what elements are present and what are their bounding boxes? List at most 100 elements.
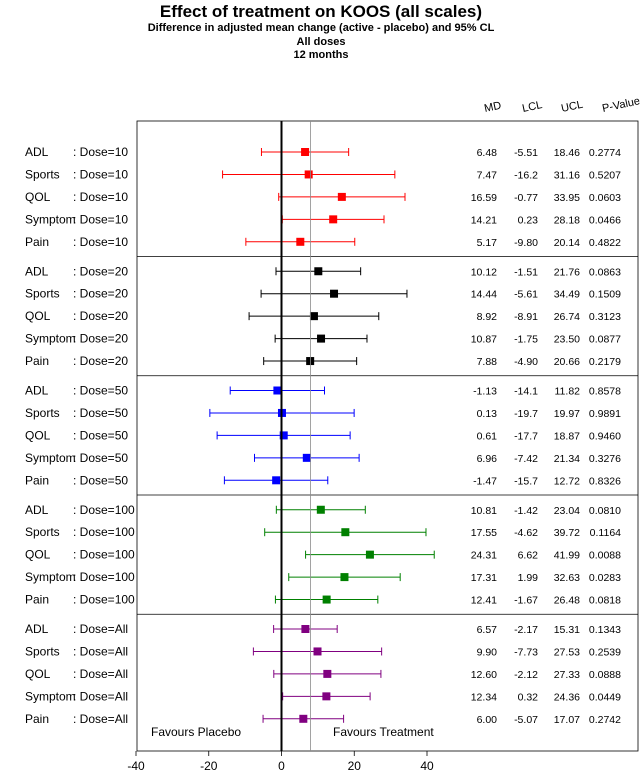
row-value: 0.8578 <box>589 386 621 398</box>
chart-subtitle-doses: All doses <box>296 36 346 48</box>
row-value: 12.60 <box>471 669 497 681</box>
row-dose-label: : Dose=100 <box>73 548 135 562</box>
row-value: 20.66 <box>554 356 580 368</box>
row-value: -14.1 <box>514 386 538 398</box>
row-value: 11.82 <box>555 386 581 398</box>
row-value: -5.61 <box>514 289 538 301</box>
row-value: 5.17 <box>477 237 498 249</box>
row-value: 28.18 <box>554 214 580 226</box>
row-value: 10.12 <box>471 266 497 278</box>
x-tick-label: -20 <box>200 759 218 773</box>
row-value: 27.53 <box>554 646 580 658</box>
row-value: 0.2179 <box>589 356 621 368</box>
row-value: 10.87 <box>471 334 497 346</box>
row-value: -16.2 <box>514 169 538 181</box>
row-dose-label: : Dose=All <box>73 689 128 703</box>
annotation-favours-placebo: Favours Placebo <box>151 725 241 739</box>
row-value: 0.1343 <box>589 624 621 636</box>
row-value: 0.9460 <box>589 430 621 442</box>
row-value: 0.1164 <box>590 527 621 539</box>
row-value: -1.42 <box>514 505 538 517</box>
row-value: 6.96 <box>477 453 498 465</box>
row-value: 24.36 <box>554 691 580 703</box>
row-value: -1.51 <box>514 266 538 278</box>
row-value: 32.63 <box>554 572 580 584</box>
mean-difference-marker <box>309 312 318 321</box>
row-value: 0.0283 <box>589 572 621 584</box>
row-value: 0.5207 <box>589 169 621 181</box>
row-dose-label: : Dose=20 <box>73 332 128 346</box>
mean-difference-marker <box>322 692 331 701</box>
row-value: 0.2774 <box>589 147 621 159</box>
row-value: 0.0466 <box>589 214 621 226</box>
row-value: 20.14 <box>554 237 580 249</box>
row-dose-label: : Dose=10 <box>73 167 128 181</box>
row-value: 14.21 <box>471 214 497 226</box>
annotation-favours-treatment: Favours Treatment <box>333 725 434 739</box>
row-dose-label: : Dose=50 <box>73 428 128 442</box>
row-scale-label: QOL <box>25 309 51 323</box>
row-value: -1.13 <box>473 386 497 398</box>
row-value: -2.17 <box>514 624 538 636</box>
row-scale-label: Sports <box>25 167 60 181</box>
row-value: 12.34 <box>471 691 497 703</box>
row-value: 14.44 <box>471 289 497 301</box>
row-value: 6.62 <box>518 550 539 562</box>
mean-difference-marker <box>306 357 315 366</box>
row-value: 26.48 <box>554 595 580 607</box>
row-scale-label: Symptom <box>25 689 76 703</box>
row-scale-label: ADL <box>25 622 49 636</box>
mean-difference-marker <box>301 625 310 633</box>
row-scale-label: QOL <box>25 190 51 204</box>
row-value: -17.7 <box>514 430 538 442</box>
row-value: 7.47 <box>477 169 498 181</box>
x-tick-label: 20 <box>348 759 362 773</box>
row-value: -4.90 <box>514 356 538 368</box>
mean-difference-marker <box>301 148 310 156</box>
row-dose-label: : Dose=20 <box>73 309 128 323</box>
row-value: 6.57 <box>477 624 498 636</box>
column-header: MD <box>483 100 502 115</box>
row-value: -1.47 <box>473 475 497 487</box>
row-value: 0.23 <box>518 214 539 226</box>
row-value: 12.41 <box>471 595 497 607</box>
column-header: P-Value <box>601 95 641 115</box>
row-dose-label: : Dose=50 <box>73 384 128 398</box>
row-scale-label: Sports <box>25 406 60 420</box>
row-value: -8.91 <box>514 311 538 323</box>
mean-difference-marker <box>304 170 313 179</box>
mean-difference-marker <box>302 453 311 462</box>
row-value: 16.59 <box>471 192 497 204</box>
chart-title: Effect of treatment on KOOS (all scales) <box>159 2 483 21</box>
row-scale-label: QOL <box>25 428 51 442</box>
row-value: -9.80 <box>514 237 538 249</box>
row-scale-label: Sports <box>25 525 60 539</box>
row-value: 7.88 <box>477 356 498 368</box>
row-value: 6.00 <box>477 714 498 726</box>
row-value: 17.31 <box>471 572 497 584</box>
row-value: 27.33 <box>554 669 580 681</box>
row-value: 17.55 <box>471 527 497 539</box>
mean-difference-marker <box>323 669 332 678</box>
row-value: 18.46 <box>554 147 580 159</box>
row-scale-label: Symptom <box>25 570 76 584</box>
row-value: 0.13 <box>477 408 498 420</box>
x-tick-label: 40 <box>420 759 434 773</box>
row-scale-label: ADL <box>25 264 49 278</box>
row-value: 23.50 <box>554 334 580 346</box>
row-scale-label: Sports <box>25 287 60 301</box>
row-value: 0.2742 <box>589 714 621 726</box>
row-value: 0.0603 <box>589 192 621 204</box>
row-scale-label: ADL <box>25 503 49 517</box>
row-scale-label: ADL <box>25 384 49 398</box>
row-value: 33.95 <box>554 192 580 204</box>
row-value: -1.75 <box>514 334 538 346</box>
x-tick-label: -40 <box>127 759 145 773</box>
row-value: 0.3276 <box>589 453 621 465</box>
row-scale-label: Pain <box>25 473 49 487</box>
row-value: -7.73 <box>514 646 538 658</box>
row-value: 31.16 <box>554 169 580 181</box>
mean-difference-marker <box>313 647 322 656</box>
row-dose-label: : Dose=10 <box>73 190 128 204</box>
